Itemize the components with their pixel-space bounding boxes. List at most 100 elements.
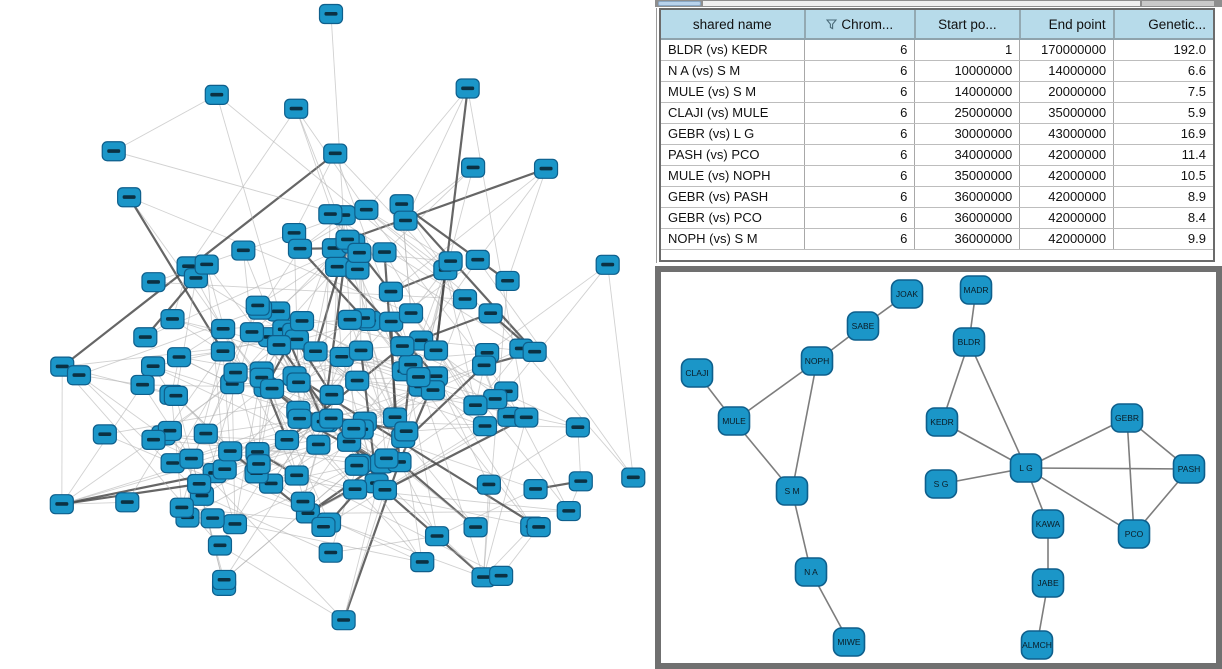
table-row[interactable]: GEBR (vs) PASH 6 36000000 42000000 8.9	[661, 186, 1213, 208]
network-node[interactable]	[210, 341, 236, 362]
network-node[interactable]	[455, 78, 480, 99]
column-header-end-point[interactable]: End point	[1019, 10, 1115, 40]
network-node-jabe[interactable]: JABE	[1031, 568, 1065, 598]
network-node[interactable]	[212, 569, 237, 591]
network-node[interactable]	[323, 143, 348, 164]
network-node[interactable]	[218, 441, 243, 462]
network-node[interactable]	[476, 474, 501, 495]
network-node[interactable]	[130, 374, 155, 396]
table-row[interactable]: BLDR (vs) KEDR 6 1 170000000 192.0	[661, 39, 1213, 61]
network-node-almch[interactable]: ALMCH	[1020, 630, 1054, 660]
network-node[interactable]	[303, 341, 328, 362]
network-node[interactable]	[284, 98, 309, 119]
network-node[interactable]	[266, 301, 291, 322]
network-node[interactable]	[406, 367, 431, 388]
network-node[interactable]	[306, 434, 331, 455]
network-node[interactable]	[266, 335, 292, 356]
network-node-l-g[interactable]: L G	[1009, 453, 1043, 483]
network-node[interactable]	[239, 322, 265, 343]
network-node[interactable]	[341, 418, 366, 439]
network-node[interactable]	[289, 311, 315, 332]
network-node[interactable]	[471, 355, 497, 376]
table-row[interactable]: NOPH (vs) S M 6 36000000 42000000 9.9	[661, 228, 1213, 250]
network-node[interactable]	[478, 303, 503, 324]
network-node-mule[interactable]: MULE	[717, 406, 751, 436]
network-edge-noph-s-m[interactable]	[791, 360, 818, 492]
network-node-joak[interactable]: JOAK	[890, 279, 924, 309]
network-node[interactable]	[621, 467, 646, 488]
network-node[interactable]	[140, 356, 166, 377]
network-node[interactable]	[246, 454, 271, 475]
network-edge-gebr-pco[interactable]	[1126, 417, 1135, 535]
network-node[interactable]	[523, 479, 548, 500]
network-node[interactable]	[526, 517, 551, 538]
network-node[interactable]	[495, 270, 520, 292]
network-node[interactable]	[194, 254, 219, 275]
network-node-miwe[interactable]: MIWE	[832, 627, 866, 657]
network-node-s-g[interactable]: S G	[924, 469, 958, 499]
network-node[interactable]	[318, 3, 344, 25]
network-node[interactable]	[372, 242, 397, 263]
network-node[interactable]	[319, 384, 344, 405]
network-node-bldr[interactable]: BLDR	[952, 327, 986, 357]
network-edge-l-g-pash[interactable]	[1025, 467, 1190, 470]
network-node[interactable]	[556, 500, 581, 522]
network-node[interactable]	[318, 408, 344, 429]
network-node[interactable]	[344, 455, 369, 476]
column-header-shared-name[interactable]: shared name	[661, 10, 806, 40]
table-row[interactable]: CLAJI (vs) MULE 6 25000000 35000000 5.9	[661, 102, 1213, 124]
network-node[interactable]	[115, 492, 140, 513]
network-node[interactable]	[101, 141, 126, 162]
network-node[interactable]	[207, 535, 233, 556]
network-node[interactable]	[522, 341, 547, 363]
network-node[interactable]	[378, 281, 404, 302]
network-node[interactable]	[472, 416, 498, 437]
network-node[interactable]	[438, 251, 463, 272]
network-node[interactable]	[166, 347, 192, 368]
network-node[interactable]	[410, 552, 435, 573]
network-node[interactable]	[379, 311, 404, 332]
network-node[interactable]	[245, 295, 270, 316]
network-node-gebr[interactable]: GEBR	[1110, 403, 1144, 433]
network-node[interactable]	[163, 385, 188, 406]
network-node[interactable]	[223, 362, 248, 383]
network-node[interactable]	[568, 471, 593, 492]
network-node[interactable]	[204, 84, 229, 106]
network-node[interactable]	[290, 491, 315, 512]
network-node-noph[interactable]: NOPH	[800, 346, 834, 376]
network-node[interactable]	[318, 542, 343, 563]
network-node[interactable]	[160, 309, 185, 330]
network-node[interactable]	[465, 249, 490, 270]
network-node[interactable]	[92, 424, 117, 445]
network-node[interactable]	[337, 309, 363, 330]
network-node[interactable]	[398, 303, 424, 324]
column-header-genetic[interactable]: Genetic...	[1113, 10, 1213, 40]
network-node[interactable]	[331, 610, 356, 631]
network-node[interactable]	[141, 272, 166, 293]
network-canvas-overview[interactable]	[0, 0, 655, 669]
table-row[interactable]: PASH (vs) PCO 6 34000000 42000000 11.4	[661, 144, 1213, 166]
network-node[interactable]	[212, 459, 237, 480]
network-node-claji[interactable]: CLAJI	[680, 358, 714, 388]
network-node[interactable]	[461, 157, 486, 178]
table-row[interactable]: MULE (vs) NOPH 6 35000000 42000000 10.5	[661, 165, 1213, 187]
network-node-pash[interactable]: PASH	[1172, 454, 1206, 484]
network-node-kawa[interactable]: KAWA	[1031, 509, 1065, 539]
network-node-n-a[interactable]: N A	[794, 557, 828, 587]
network-node[interactable]	[463, 395, 488, 416]
network-canvas-filtered[interactable]: JOAK MADR SABE BLDR NOPH CLAJI GEBR MULE KEDR L G…	[661, 272, 1216, 663]
network-node[interactable]	[424, 526, 450, 547]
network-node[interactable]	[200, 508, 225, 529]
network-node[interactable]	[394, 421, 419, 442]
network-edge-l-g-pco[interactable]	[1025, 467, 1135, 535]
table-row[interactable]: GEBR (vs) PCO 6 36000000 42000000 8.4	[661, 207, 1213, 229]
network-node[interactable]	[286, 372, 311, 393]
scrollbar-thumb[interactable]	[658, 1, 701, 6]
network-node[interactable]	[354, 199, 379, 221]
network-node-kedr[interactable]: KEDR	[925, 407, 959, 437]
network-node[interactable]	[179, 448, 204, 469]
network-node[interactable]	[187, 473, 212, 495]
network-node[interactable]	[49, 494, 74, 515]
network-node[interactable]	[318, 204, 343, 225]
network-node[interactable]	[423, 340, 449, 361]
